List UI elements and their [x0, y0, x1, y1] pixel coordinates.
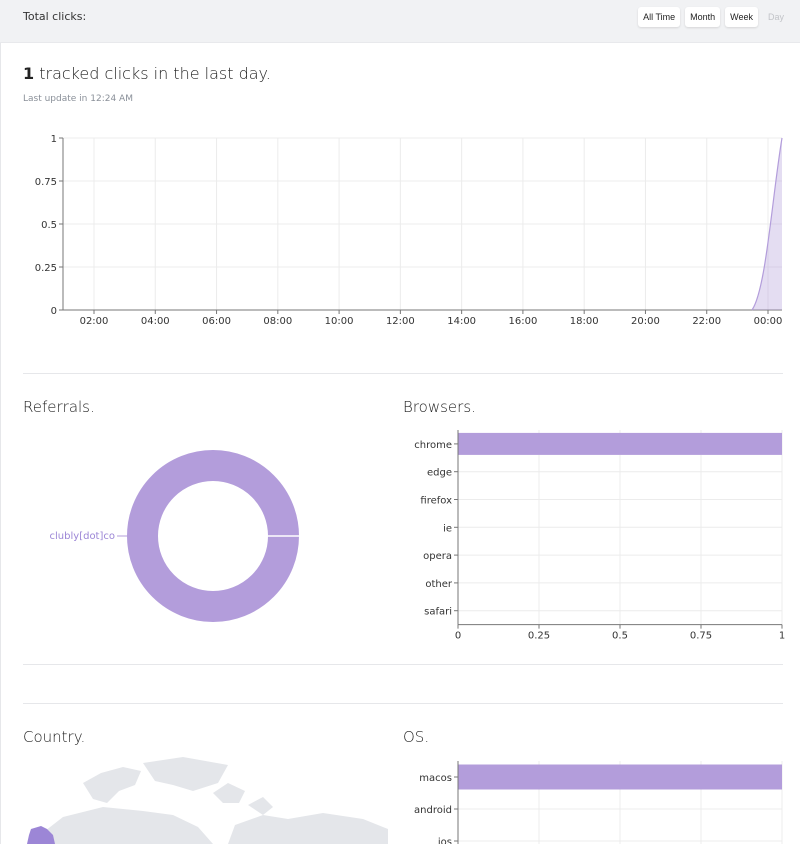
slice-label: clubly[dot]co	[50, 531, 115, 542]
os-title: OS.	[403, 728, 430, 746]
top-bar: Total clicks: All Time Month Week Day	[0, 0, 800, 43]
x-tick-label: 0.75	[690, 631, 712, 642]
y-tick-label: safari	[424, 607, 452, 618]
x-tick-label: 14:00	[447, 316, 476, 327]
range-day-button[interactable]: Day	[767, 12, 784, 22]
y-tick-label: chrome	[414, 440, 452, 451]
x-tick-label: 1	[779, 631, 785, 642]
clicks-headline-text: tracked clicks in the last day.	[34, 64, 271, 83]
range-all-time-button[interactable]: All Time	[638, 7, 681, 27]
x-tick-label: 20:00	[631, 316, 660, 327]
clicks-headline: 1 tracked clicks in the last day.	[23, 64, 271, 83]
section-divider	[23, 664, 783, 665]
browsers-bar-chart: 0 0.25 0.5 0.75 1 chrome edge firefox ie opera oth…	[414, 430, 785, 642]
browsers-title: Browsers.	[403, 398, 476, 416]
y-tick-label: android	[414, 805, 452, 816]
series-line	[751, 137, 783, 311]
section-divider	[23, 373, 783, 374]
donut-slice	[127, 450, 299, 622]
clicks-count: 1	[23, 64, 35, 83]
map-country-highlight[interactable]	[27, 826, 55, 844]
y-tick-label: 0.25	[35, 263, 57, 274]
y-tick-label: 0	[51, 306, 57, 317]
map-landmass	[45, 757, 388, 844]
y-tick-label: edge	[427, 468, 452, 479]
last-update-text: Last update in 12:24 AM	[23, 94, 133, 104]
country-title: Country.	[23, 728, 86, 746]
x-tick-label: 0	[455, 631, 461, 642]
y-tick-label: 1	[51, 134, 57, 145]
referrals-donut-chart: clubly[dot]co	[50, 450, 299, 622]
y-tick-label: firefox	[420, 496, 452, 507]
y-tick-label: 0.75	[35, 177, 57, 188]
bar	[458, 432, 782, 455]
section-divider	[23, 703, 783, 704]
x-tick-label: 08:00	[263, 316, 292, 327]
x-tick-label: 22:00	[692, 316, 721, 327]
y-tick-label: opera	[423, 551, 452, 562]
page-left-border	[0, 0, 1, 844]
x-tick-label: 16:00	[508, 316, 537, 327]
x-tick-label: 06:00	[202, 316, 231, 327]
clicks-time-chart: 0 0.25 0.5 0.75 1 02:00 04:00 06:00 08:00 10:00 12…	[35, 134, 783, 327]
referrals-title: Referrals.	[23, 398, 95, 416]
y-tick-label: 0.5	[41, 220, 57, 231]
os-bar-chart: macos android ios	[414, 761, 783, 844]
x-tick-label: 02:00	[80, 316, 109, 327]
x-tick-label: 0.25	[528, 631, 550, 642]
x-tick-label: 12:00	[386, 316, 415, 327]
x-tick-label: 0.5	[612, 631, 628, 642]
range-month-button[interactable]: Month	[685, 7, 721, 27]
country-world-map	[27, 757, 388, 844]
bar	[458, 764, 782, 790]
x-tick-label: 18:00	[570, 316, 599, 327]
y-tick-label: ie	[443, 523, 452, 534]
range-week-button[interactable]: Week	[725, 7, 758, 27]
y-tick-label: ios	[438, 837, 452, 844]
x-tick-label: 10:00	[325, 316, 354, 327]
range-selector: All Time Month Week Day	[638, 7, 789, 27]
total-clicks-label: Total clicks:	[23, 10, 87, 23]
y-tick-label: macos	[419, 773, 452, 784]
x-tick-label: 04:00	[141, 316, 170, 327]
x-tick-label: 00:00	[754, 316, 783, 327]
y-tick-label: other	[425, 579, 453, 590]
